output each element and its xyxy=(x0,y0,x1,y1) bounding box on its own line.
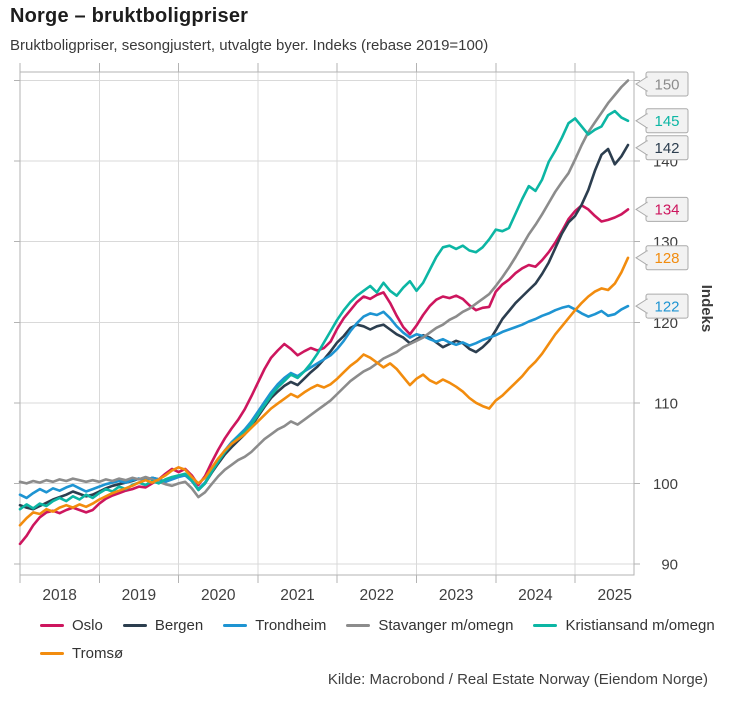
series-line-trondheim xyxy=(18,304,630,500)
legend-label: Oslo xyxy=(72,617,103,634)
x-tick-label: 2018 xyxy=(42,587,76,604)
x-tick-label: 2023 xyxy=(439,587,473,604)
legend-item-oslo: Oslo xyxy=(40,617,103,634)
page-subtitle: Bruktboligpriser, sesongjustert, utvalgt… xyxy=(10,37,489,54)
y-tick-label: 120 xyxy=(653,315,678,332)
y-tick-label: 110 xyxy=(654,395,678,412)
callout-arrow xyxy=(635,249,648,266)
x-axis-labels: 2018 2019 2020 2021 2022 2023 2024 2025 xyxy=(42,587,632,604)
callout-arrow xyxy=(635,298,648,315)
legend-label: Kristiansand m/omegn xyxy=(565,617,715,634)
legend-swatch-oslo xyxy=(40,624,64,627)
y-tick-label: 90 xyxy=(661,557,678,574)
chart-legend: Oslo Bergen Trondheim Stavanger m/omegn Kris… xyxy=(40,617,740,662)
legend-swatch-troms- xyxy=(40,652,64,655)
callout-value: 145 xyxy=(654,113,679,130)
x-tick-label: 2020 xyxy=(201,587,236,604)
legend-label: Tromsø xyxy=(72,645,124,662)
x-tick-label: 2019 xyxy=(122,587,156,604)
callout-arrow xyxy=(635,112,648,129)
end-value-callout-122: 122 xyxy=(635,293,689,319)
series-line-oslo xyxy=(18,204,630,546)
callout-value: 150 xyxy=(654,76,679,93)
source-credit: Kilde: Macrobond / Real Estate Norway (E… xyxy=(327,671,708,688)
legend-swatch-kristiansand-m-omegn xyxy=(533,624,558,627)
end-value-callouts: 150 145 142 134 128 122 xyxy=(635,71,689,319)
y-tick-label: 100 xyxy=(653,476,678,493)
callout-value: 128 xyxy=(654,250,679,267)
callout-arrow xyxy=(635,76,648,92)
callout-value: 134 xyxy=(654,202,679,219)
legend-item-kristiansand-m-omegn: Kristiansand m/omegn xyxy=(533,617,715,634)
page-title: Norge – bruktboligpriser xyxy=(10,5,249,27)
legend-swatch-stavanger-m-omegn xyxy=(346,624,371,627)
x-tick-label: 2024 xyxy=(518,587,553,604)
series-line-kristiansand-m-omegn xyxy=(18,109,630,511)
callout-value: 142 xyxy=(654,140,679,157)
legend-item-stavanger-m-omegn: Stavanger m/omegn xyxy=(346,617,513,634)
x-tick-label: 2022 xyxy=(360,587,394,604)
end-value-callout-134: 134 xyxy=(635,196,689,222)
series-lines xyxy=(18,79,630,546)
end-value-callout-128: 128 xyxy=(635,245,689,271)
x-tick-label: 2025 xyxy=(598,587,632,604)
series-line-bergen xyxy=(18,143,630,511)
legend-item-trondheim: Trondheim xyxy=(223,617,326,634)
legend-label: Bergen xyxy=(154,617,204,634)
legend-swatch-trondheim xyxy=(223,624,248,627)
callout-value: 122 xyxy=(654,298,679,315)
legend-item-bergen: Bergen xyxy=(122,617,204,634)
callout-arrow xyxy=(635,201,648,218)
legend-label: Stavanger m/omegn xyxy=(378,617,514,634)
y-axis-title: Indeks xyxy=(698,285,715,333)
legend-swatch-bergen xyxy=(122,624,147,627)
callout-arrow xyxy=(635,139,648,156)
end-value-callout-142: 142 xyxy=(635,135,689,161)
x-tick-label: 2021 xyxy=(280,587,314,604)
series-line-troms- xyxy=(18,256,630,527)
axis-frame xyxy=(14,63,640,583)
gridlines xyxy=(20,72,634,575)
legend-label: Trondheim xyxy=(255,617,327,634)
end-value-callout-145: 145 xyxy=(635,108,689,134)
legend-item-troms-: Tromsø xyxy=(40,645,123,662)
end-value-callout-150: 150 xyxy=(635,71,689,97)
series-line-stavanger-m-omegn xyxy=(18,79,630,499)
